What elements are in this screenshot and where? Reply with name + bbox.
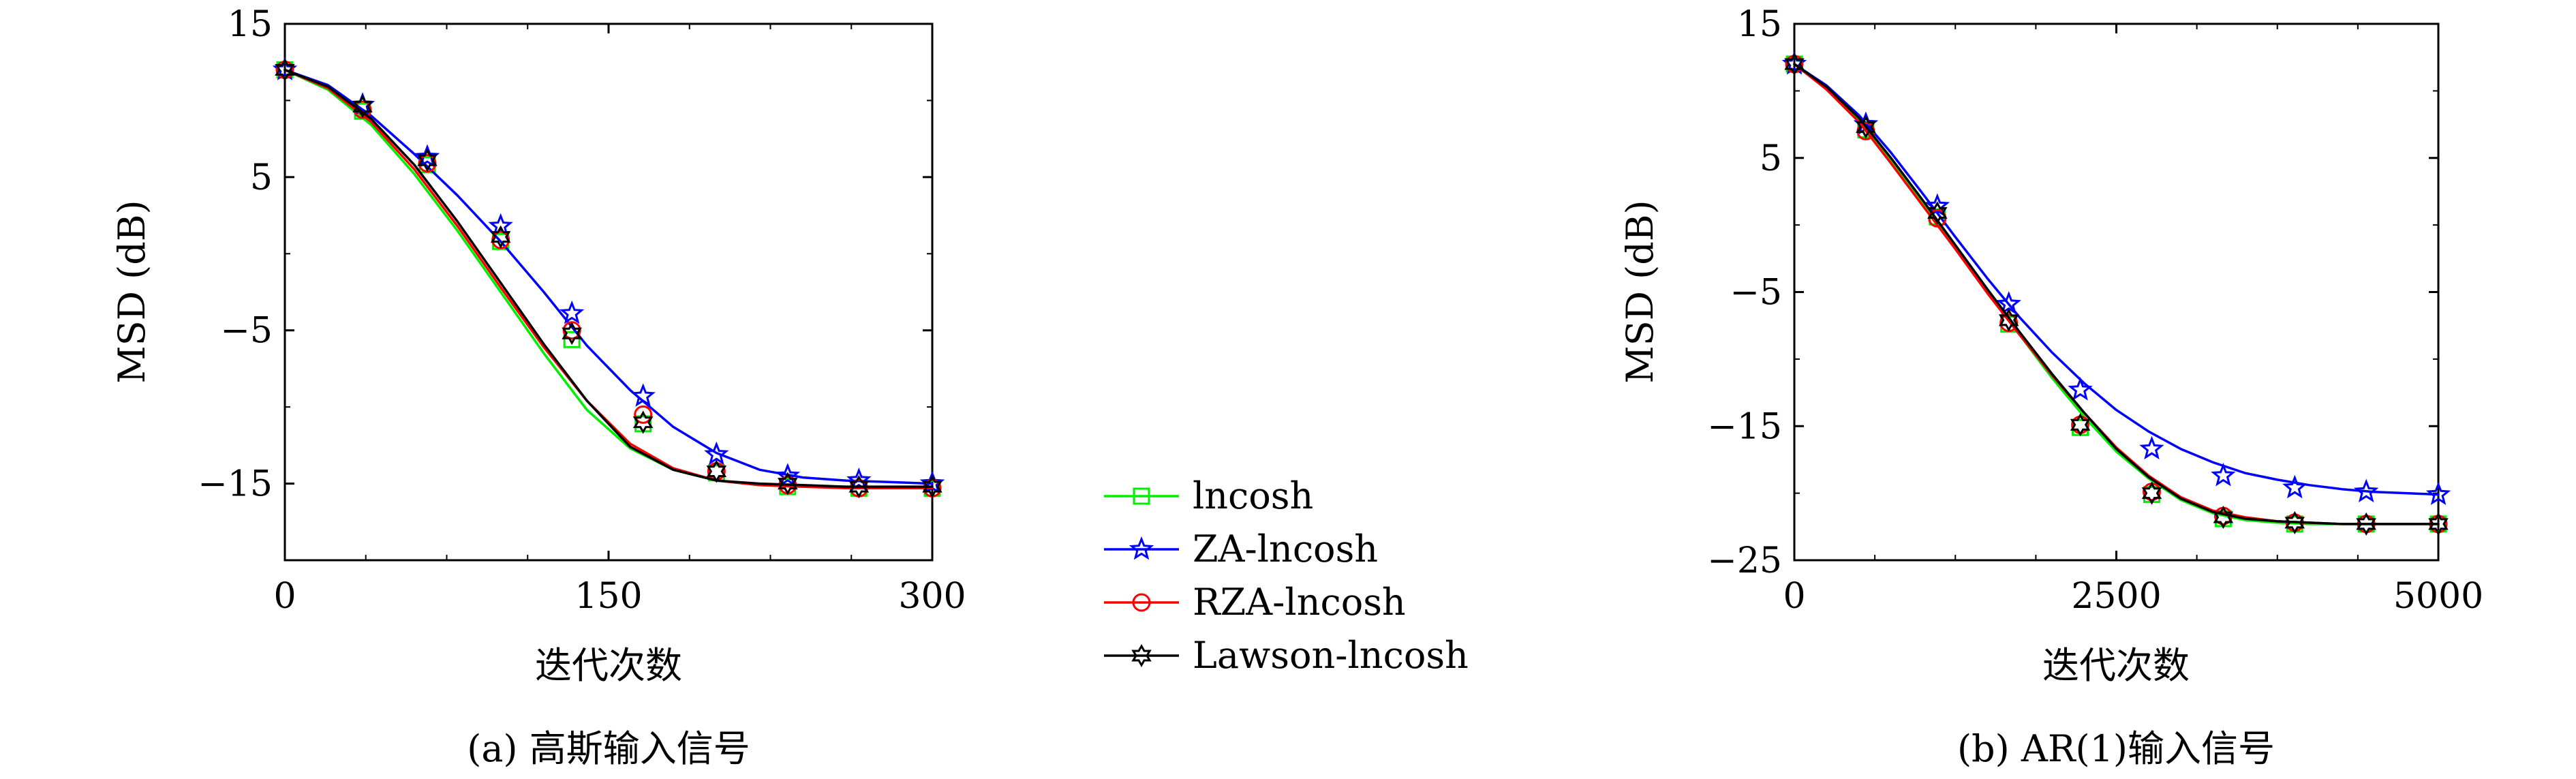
legend-label-za-lncosh: ZA-lncosh [1193, 528, 1378, 570]
legend-za-lncosh-marker-0 [1129, 536, 1154, 560]
y-tick-label-a-0: 15 [228, 4, 273, 45]
series-za-lncosh-a-marker-7 [775, 463, 801, 487]
series-za-lncosh-a-marker-2 [414, 144, 440, 168]
series-lawson-lncosh-b-marker-8 [2356, 512, 2376, 536]
y-tick-label-b-1: 5 [1760, 138, 1782, 179]
legend-label-rza-lncosh: RZA-lncosh [1193, 581, 1406, 624]
panel-a: 0 150 300 15 5 −5 −15 迭代次数 MSD (dB) (a) 高斯输入信号 [110, 4, 966, 770]
series-lawson-lncosh-a-marker-1 [352, 95, 373, 119]
y-tick-label-b-3: −15 [1707, 406, 1782, 447]
series-lawson-lncosh-a-marker-7 [778, 472, 798, 495]
marks-b: 0 2500 5000 15 5 −5 −15 −25 [1707, 4, 2483, 617]
y-tick-label-b-4: −25 [1707, 540, 1782, 581]
series-line-lawson-lncosh-b [1793, 63, 2440, 525]
series-za-lncosh-a-marker-6 [704, 441, 729, 465]
series-za-lncosh-b-marker-6 [2211, 462, 2236, 487]
y-tick-label-a-1: 5 [250, 157, 273, 198]
series-lawson-lncosh-b-marker-2 [1927, 201, 1948, 225]
series-lawson-lncosh-a-marker-5 [632, 410, 654, 434]
series-line-za-lncosh-a [283, 68, 934, 485]
y-tick-label-b-0: 15 [1737, 4, 1782, 45]
x-tick-label-b-1: 2500 [2071, 576, 2161, 617]
y-tick-label-b-2: −5 [1730, 273, 1782, 314]
series-lawson-lncosh-b-marker-0 [1784, 52, 1805, 76]
series-line-lawson-lncosh-a [283, 68, 934, 488]
caption-b: (b) AR(1)输入信号 [1957, 727, 2275, 770]
legend-lncosh-marker-0 [1133, 487, 1150, 505]
y-axis-label-b: MSD (dB) [1619, 200, 1661, 383]
series-lawson-lncosh-a-marker-4 [562, 322, 582, 346]
legend-label-lncosh: lncosh [1193, 474, 1313, 517]
x-tick-label-a-0: 0 [273, 576, 296, 617]
x-tick-label-a-1: 150 [574, 576, 642, 617]
series-za-lncosh-b-marker-4 [2068, 376, 2093, 401]
y-tick-label-a-3: −15 [198, 464, 273, 505]
legend: lncosh ZA-lncosh RZA-lncosh Lawson-lncosh [1104, 474, 1469, 677]
series-za-lncosh-b-marker-9 [2425, 481, 2451, 506]
x-tick-label-a-2: 300 [898, 576, 966, 617]
series-za-lncosh-b-marker-5 [2139, 436, 2164, 460]
series-za-lncosh-a-marker-5 [630, 383, 656, 407]
series-lawson-lncosh-b-marker-9 [2428, 512, 2449, 536]
series-lawson-lncosh-a-marker-9 [922, 475, 942, 499]
series-lncosh-a-marker-4 [563, 331, 581, 348]
panel-b: 0 2500 5000 15 5 −5 −15 −25 迭代次数 MSD (dB) (b) A… [1619, 4, 2483, 770]
plot-frame-b [1793, 22, 2440, 562]
series-line-za-lncosh-b [1793, 63, 2440, 496]
caption-a: (a) 高斯输入信号 [467, 727, 750, 770]
series-lawson-lncosh-b-marker-7 [2284, 510, 2305, 534]
series-lawson-lncosh-a-marker-6 [706, 459, 727, 483]
x-tick-label-b-0: 0 [1783, 576, 1805, 617]
series-lawson-lncosh-b-marker-6 [2213, 505, 2234, 530]
series-rza-lncosh-a-marker-5 [634, 405, 653, 424]
series-lawson-lncosh-a-marker-0 [275, 58, 295, 82]
series-lawson-lncosh-b-marker-3 [1998, 308, 2019, 332]
series-lawson-lncosh-b-marker-4 [2070, 413, 2091, 437]
series-line-rza-lncosh-b [1793, 63, 2440, 525]
series-line-lncosh-b [1793, 63, 2440, 525]
x-axis-label-a: 迭代次数 [535, 644, 682, 687]
series-lawson-lncosh-a-marker-8 [848, 475, 870, 499]
y-axis-label-a: MSD (dB) [110, 200, 153, 383]
x-tick-label-b-2: 5000 [2393, 576, 2483, 617]
series-za-lncosh-b-marker-3 [1996, 291, 2021, 315]
series-za-lncosh-b-marker-8 [2354, 478, 2379, 503]
series-lawson-lncosh-b-marker-5 [2141, 481, 2162, 505]
series-za-lncosh-a-marker-3 [488, 213, 513, 237]
legend-rza-lncosh-marker-0 [1132, 593, 1151, 612]
series-za-lncosh-a-marker-8 [846, 468, 872, 491]
series-za-lncosh-a-marker-4 [559, 300, 585, 324]
x-axis-label-b: 迭代次数 [2042, 644, 2190, 687]
series-za-lncosh-b-marker-7 [2282, 474, 2307, 499]
legend-lawson-lncosh-marker-0 [1131, 643, 1152, 668]
series-lawson-lncosh-a-marker-2 [417, 149, 438, 172]
series-lawson-lncosh-a-marker-3 [490, 225, 511, 249]
marks-a: 0 150 300 15 5 −5 −15 [198, 4, 966, 617]
legend-label-lawson-lncosh: Lawson-lncosh [1193, 634, 1469, 677]
series-lawson-lncosh-b-marker-1 [1856, 115, 1876, 139]
y-tick-label-a-2: −5 [220, 311, 273, 352]
